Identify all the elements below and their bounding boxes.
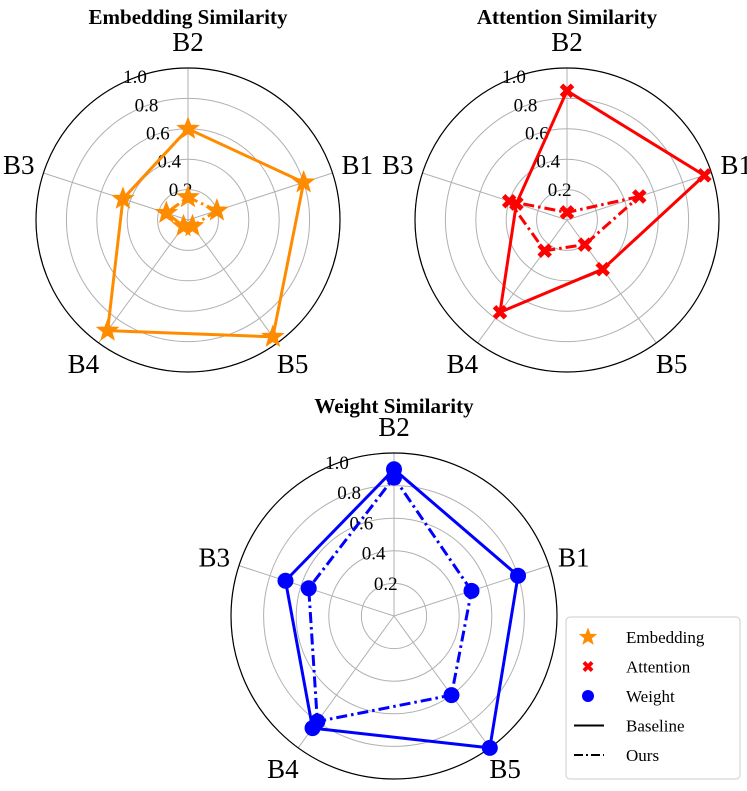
legend-label: Embedding — [626, 628, 705, 647]
data-point-baseline-b1 — [510, 567, 527, 584]
legend-frame — [565, 616, 741, 780]
series-line-baseline — [106, 127, 306, 339]
data-point-ours-b1 — [205, 198, 229, 221]
data-point-ours-b3 — [300, 580, 317, 597]
legend-label: Attention — [626, 658, 691, 677]
legend-label: Ours — [626, 746, 659, 765]
x-marker-icon — [582, 661, 594, 672]
data-point-baseline-b2 — [176, 116, 200, 139]
circle-marker-icon — [582, 690, 594, 702]
radial-tick-label: 1.0 — [123, 67, 147, 88]
radar-chart-2: Attention Similarity 0.2 0.4 0.6 0.8 1.0 B1 B2 B… — [382, 5, 747, 379]
data-point-baseline-b3 — [111, 186, 135, 209]
category-label-b3: B3 — [3, 150, 35, 180]
radial-tick-label: 0.2 — [374, 574, 398, 595]
category-label-b2: B2 — [378, 412, 410, 442]
data-point-baseline-b5 — [481, 739, 498, 756]
data-point-ours-b5 — [180, 213, 205, 237]
data-point-baseline-b1 — [291, 169, 316, 193]
radial-tick-label: 0.4 — [362, 544, 386, 565]
polar-frame — [230, 452, 558, 780]
chart-title: Attention Similarity — [477, 5, 658, 29]
category-label-b1: B1 — [558, 543, 590, 573]
legend: Embedding Attention Weight Baseline Ours — [565, 616, 741, 780]
radar-chart-1: Embedding Similarity0.20.40.60.81.0B1B2B… — [3, 5, 373, 379]
data-point-ours-b2 — [176, 184, 200, 208]
axis-spoke — [477, 219, 568, 344]
category-label-b2: B2 — [172, 27, 204, 57]
series-line-ours — [507, 195, 641, 253]
data-point-baseline-b5 — [595, 261, 611, 277]
data-point-ours-b2 — [559, 205, 575, 220]
polar-frame — [414, 67, 720, 373]
data-point-baseline-b5 — [261, 324, 285, 347]
category-label-b4: B4 — [267, 754, 299, 784]
category-label-b5: B5 — [277, 349, 309, 379]
data-point-ours-b4 — [537, 243, 552, 259]
data-point-baseline-b3 — [277, 572, 294, 589]
radar-chart-3: Weight Similarity 0.2 0.4 0.6 0.8 1.0 B1 B2 B3 B4… — [198, 394, 589, 784]
radial-tick-label: 0.8 — [135, 95, 159, 116]
legend-entry-embedding: Embedding — [578, 627, 705, 647]
category-label-b5: B5 — [656, 349, 688, 379]
data-point-ours-b2 — [386, 469, 402, 486]
radial-tick-label: 1.0 — [502, 67, 526, 88]
category-label-b4: B4 — [68, 349, 100, 379]
category-label-b5: B5 — [489, 754, 521, 784]
data-point-ours-b3 — [154, 200, 179, 224]
legend-entry-ours: Ours — [574, 746, 659, 765]
axis-spoke — [238, 565, 395, 617]
series-line-baseline — [283, 467, 520, 750]
axis-spoke — [187, 219, 278, 344]
radial-tick-label: 0.8 — [337, 483, 361, 504]
chart-title: Weight Similarity — [314, 394, 474, 418]
radial-tick-label: 0.6 — [525, 123, 549, 144]
data-point-ours-b5 — [443, 687, 460, 704]
data-point-ours-b4 — [309, 713, 326, 730]
category-label-b4: B4 — [447, 349, 479, 379]
legend-entry-attention: Attention — [582, 658, 691, 677]
radial-tick-label: 0.6 — [146, 123, 170, 144]
data-point-ours-b1 — [463, 582, 480, 599]
radial-tick-label: 0.8 — [514, 95, 538, 116]
legend-entry-baseline: Baseline — [574, 717, 685, 736]
legend-label: Weight — [626, 687, 675, 706]
data-point-ours-b5 — [577, 237, 593, 252]
category-label-b3: B3 — [198, 543, 230, 573]
axis-spoke — [422, 172, 568, 221]
data-point-ours-b1 — [632, 189, 647, 204]
series-line-baseline — [498, 89, 706, 314]
axis-spoke — [393, 615, 491, 749]
radial-tick-label: 1.0 — [325, 453, 349, 474]
data-point-baseline-b4 — [95, 318, 120, 341]
legend-entry-weight: Weight — [582, 687, 675, 706]
radial-tick-label: 0.6 — [349, 513, 373, 534]
category-label-b1: B1 — [342, 150, 374, 180]
radial-tick-label: 0.2 — [548, 180, 572, 201]
data-point-ours-b3 — [501, 193, 517, 209]
chart-title: Embedding Similarity — [89, 5, 288, 29]
radial-tick-label: 0.4 — [536, 152, 560, 173]
series-line-ours — [307, 475, 474, 723]
category-label-b1: B1 — [721, 150, 747, 180]
legend-label: Baseline — [626, 717, 685, 736]
radial-tick-label: 0.4 — [157, 152, 181, 173]
category-label-b3: B3 — [382, 150, 414, 180]
data-point-baseline-b2 — [559, 83, 575, 99]
data-point-baseline-b1 — [697, 168, 712, 183]
star-marker-icon — [578, 627, 598, 645]
category-label-b2: B2 — [551, 27, 583, 57]
data-point-baseline-b4 — [492, 304, 508, 320]
polar-frame — [35, 67, 341, 373]
axis-spoke — [98, 219, 189, 344]
